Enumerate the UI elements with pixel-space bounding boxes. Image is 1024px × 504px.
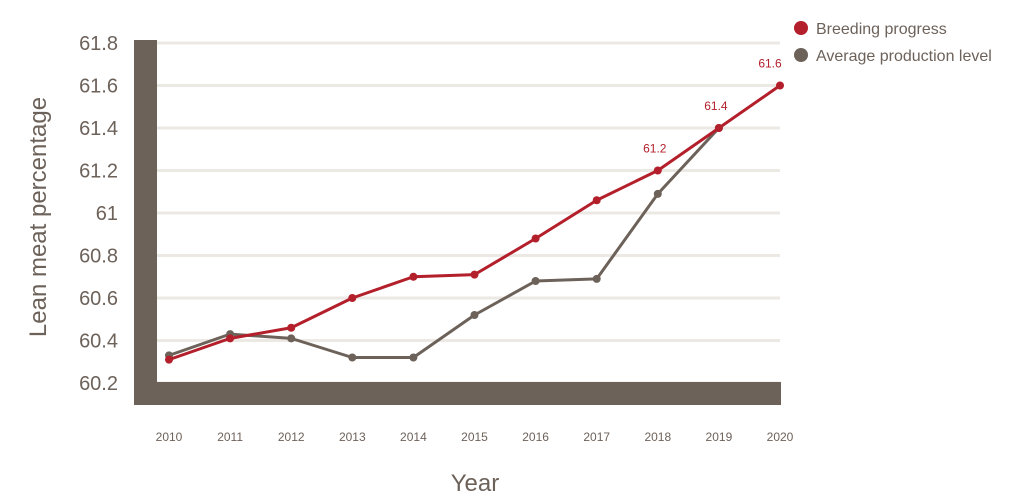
left-axis-bar [134,40,157,405]
y-tick-label: 60.8 [79,246,118,268]
y-axis-ticks: 61.8 61.6 61.4 61.2 61 60.8 60.6 60.4 60.2 [79,33,118,395]
series-average-production-level [165,124,723,362]
y-tick-label: 60.6 [79,288,118,310]
y-tick-label: 61 [96,203,118,225]
bottom-axis-bar [134,382,781,405]
x-tick-label: 2014 [400,430,427,444]
series-breeding-progress [165,81,784,364]
data-point[interactable] [287,323,296,332]
y-tick-label: 61.4 [79,118,118,140]
data-point[interactable] [714,124,723,132]
data-point[interactable] [531,234,540,243]
x-tick-label: 2013 [339,430,366,444]
data-point[interactable] [776,81,784,90]
data-point[interactable] [470,270,479,279]
data-point[interactable] [531,277,540,285]
x-tick-label: 2011 [217,430,243,444]
x-axis-title: Year [451,470,500,497]
legend-label: Breeding progress [816,21,947,38]
data-point[interactable] [287,334,296,343]
x-tick-label: 2017 [583,430,610,444]
series-lines [165,81,784,364]
data-label: 61.2 [643,142,667,156]
data-point[interactable] [348,353,357,362]
data-point[interactable] [470,311,479,319]
data-point[interactable] [592,274,601,283]
data-point[interactable] [653,189,662,198]
x-tick-label: 2012 [278,430,305,444]
y-tick-label: 61.6 [79,76,118,98]
data-point[interactable] [409,272,418,281]
x-tick-label: 2016 [522,430,549,444]
y-tick-label: 60.4 [79,331,118,353]
y-tick-label: 61.8 [79,33,118,55]
y-axis-title: Lean meat percentage [25,97,52,337]
gray-dot-icon [794,48,808,62]
x-tick-label: 2019 [706,430,733,444]
series-line [168,126,720,359]
data-point[interactable] [409,353,418,362]
data-point[interactable] [226,334,235,343]
red-dot-icon [794,21,808,35]
data-point[interactable] [348,294,357,302]
data-label: 61.4 [704,99,728,113]
data-labels: 61.2 61.4 61.6 [643,57,782,156]
y-tick-label: 61.2 [79,161,118,183]
legend-label: Average production level [816,48,992,65]
x-tick-label: 2010 [156,430,183,444]
legend-item-breeding-progress[interactable]: Breeding progress [794,21,947,38]
x-tick-label: 2020 [767,430,794,444]
legend-item-average-production-level[interactable]: Average production level [794,48,992,65]
gridlines [157,41,780,385]
x-tick-label: 2015 [461,430,488,444]
data-point[interactable] [165,355,173,364]
data-label: 61.6 [758,57,782,71]
x-axis-ticks: 2010 2011 2012 2013 2014 2015 2016 2017 2018 2019… [156,430,794,444]
legend: Breeding progress Average production lev… [794,21,992,65]
y-tick-label: 60.2 [79,373,118,395]
x-tick-label: 2018 [644,430,671,444]
data-point[interactable] [592,196,601,205]
data-point[interactable] [653,166,662,175]
